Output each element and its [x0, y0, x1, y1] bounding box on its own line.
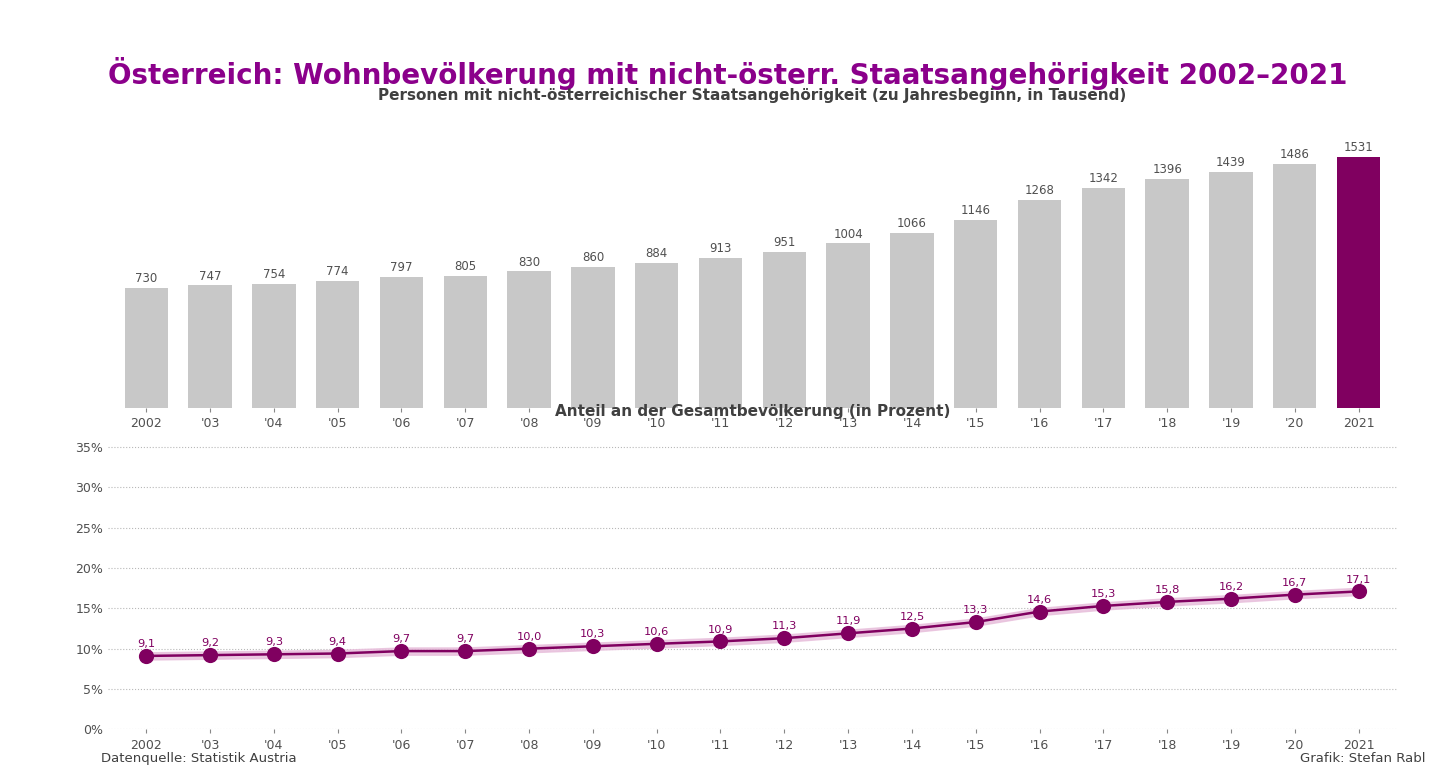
Bar — [1018, 200, 1061, 407]
Text: 860: 860 — [582, 251, 603, 264]
Text: 12,5: 12,5 — [899, 612, 924, 622]
Text: 1439: 1439 — [1215, 156, 1246, 169]
Bar — [507, 271, 550, 407]
Text: 17,1: 17,1 — [1346, 575, 1371, 584]
Bar — [890, 232, 933, 407]
Text: 1066: 1066 — [897, 218, 927, 230]
Text: Personen mit nicht-österreichischer Staatsangehörigkeit (zu Jahresbeginn, in Tau: Personen mit nicht-österreichischer Staa… — [379, 88, 1126, 103]
Bar — [827, 243, 870, 407]
Point — [390, 645, 413, 658]
Point — [708, 635, 732, 647]
Text: 9,3: 9,3 — [265, 637, 282, 647]
Text: 9,2: 9,2 — [202, 638, 219, 648]
Text: 1396: 1396 — [1152, 163, 1182, 176]
Text: 15,8: 15,8 — [1155, 585, 1179, 595]
Bar — [189, 285, 232, 407]
Point — [327, 647, 350, 660]
Text: 1268: 1268 — [1025, 184, 1054, 197]
Text: 1146: 1146 — [960, 204, 991, 217]
Text: 11,9: 11,9 — [835, 616, 861, 626]
Text: 10,9: 10,9 — [708, 625, 733, 635]
Text: 14,6: 14,6 — [1027, 594, 1053, 604]
Bar — [1273, 164, 1316, 407]
Text: 1004: 1004 — [834, 228, 863, 240]
Text: 10,0: 10,0 — [517, 632, 541, 642]
Text: Grafik: Stefan Rabl: Grafik: Stefan Rabl — [1300, 752, 1426, 765]
Text: 10,3: 10,3 — [580, 629, 606, 640]
Text: 797: 797 — [390, 261, 413, 275]
Bar — [1210, 172, 1253, 407]
Text: 774: 774 — [327, 265, 348, 278]
Point — [1092, 600, 1115, 612]
Point — [900, 622, 923, 635]
Bar — [635, 263, 678, 407]
Bar — [125, 288, 168, 407]
Text: 884: 884 — [645, 247, 668, 261]
Point — [262, 648, 285, 661]
Point — [582, 640, 605, 653]
Text: 805: 805 — [454, 260, 477, 273]
Point — [645, 637, 668, 650]
Text: 11,3: 11,3 — [772, 622, 796, 631]
Text: 747: 747 — [199, 270, 222, 282]
Bar — [955, 220, 998, 407]
Text: 1486: 1486 — [1280, 148, 1309, 161]
Text: 9,1: 9,1 — [137, 639, 156, 649]
Text: 9,4: 9,4 — [328, 636, 347, 647]
Point — [1283, 588, 1306, 601]
Point — [135, 650, 158, 662]
Point — [773, 632, 796, 644]
Text: 16,2: 16,2 — [1218, 582, 1244, 592]
Bar — [1081, 187, 1125, 407]
Text: 9,7: 9,7 — [393, 634, 410, 644]
Bar — [315, 281, 360, 407]
Text: 15,3: 15,3 — [1090, 589, 1116, 599]
Bar — [252, 284, 295, 407]
Text: 10,6: 10,6 — [644, 627, 670, 637]
Text: 913: 913 — [710, 243, 732, 255]
Text: 9,7: 9,7 — [456, 634, 474, 644]
Point — [1220, 593, 1243, 605]
Bar — [572, 267, 615, 407]
Bar — [763, 252, 806, 407]
Text: 951: 951 — [773, 236, 795, 249]
Text: Österreich: Wohnbevölkerung mit nicht-österr. Staatsangehörigkeit 2002–2021: Österreich: Wohnbevölkerung mit nicht-ös… — [108, 57, 1348, 90]
Point — [199, 649, 222, 661]
Text: Anteil an der Gesamtbevölkerung (in Prozent): Anteil an der Gesamtbevölkerung (in Proz… — [554, 404, 950, 419]
Text: 754: 754 — [262, 268, 285, 282]
Point — [1155, 596, 1178, 608]
Text: 1342: 1342 — [1089, 172, 1119, 185]
Bar — [1336, 157, 1380, 407]
Point — [1346, 585, 1369, 597]
Text: 16,7: 16,7 — [1282, 578, 1308, 588]
Point — [965, 616, 988, 629]
Bar — [1145, 179, 1189, 407]
Point — [454, 645, 477, 658]
Bar — [698, 258, 742, 407]
Point — [517, 643, 540, 655]
Point — [837, 627, 860, 640]
Bar — [444, 275, 487, 407]
Text: 730: 730 — [135, 272, 157, 285]
Bar — [380, 277, 423, 407]
Text: Datenquelle: Statistik Austria: Datenquelle: Statistik Austria — [101, 752, 297, 765]
Text: 1531: 1531 — [1344, 141, 1374, 154]
Text: 830: 830 — [518, 256, 540, 269]
Point — [1028, 605, 1051, 618]
Text: 13,3: 13,3 — [963, 605, 988, 615]
